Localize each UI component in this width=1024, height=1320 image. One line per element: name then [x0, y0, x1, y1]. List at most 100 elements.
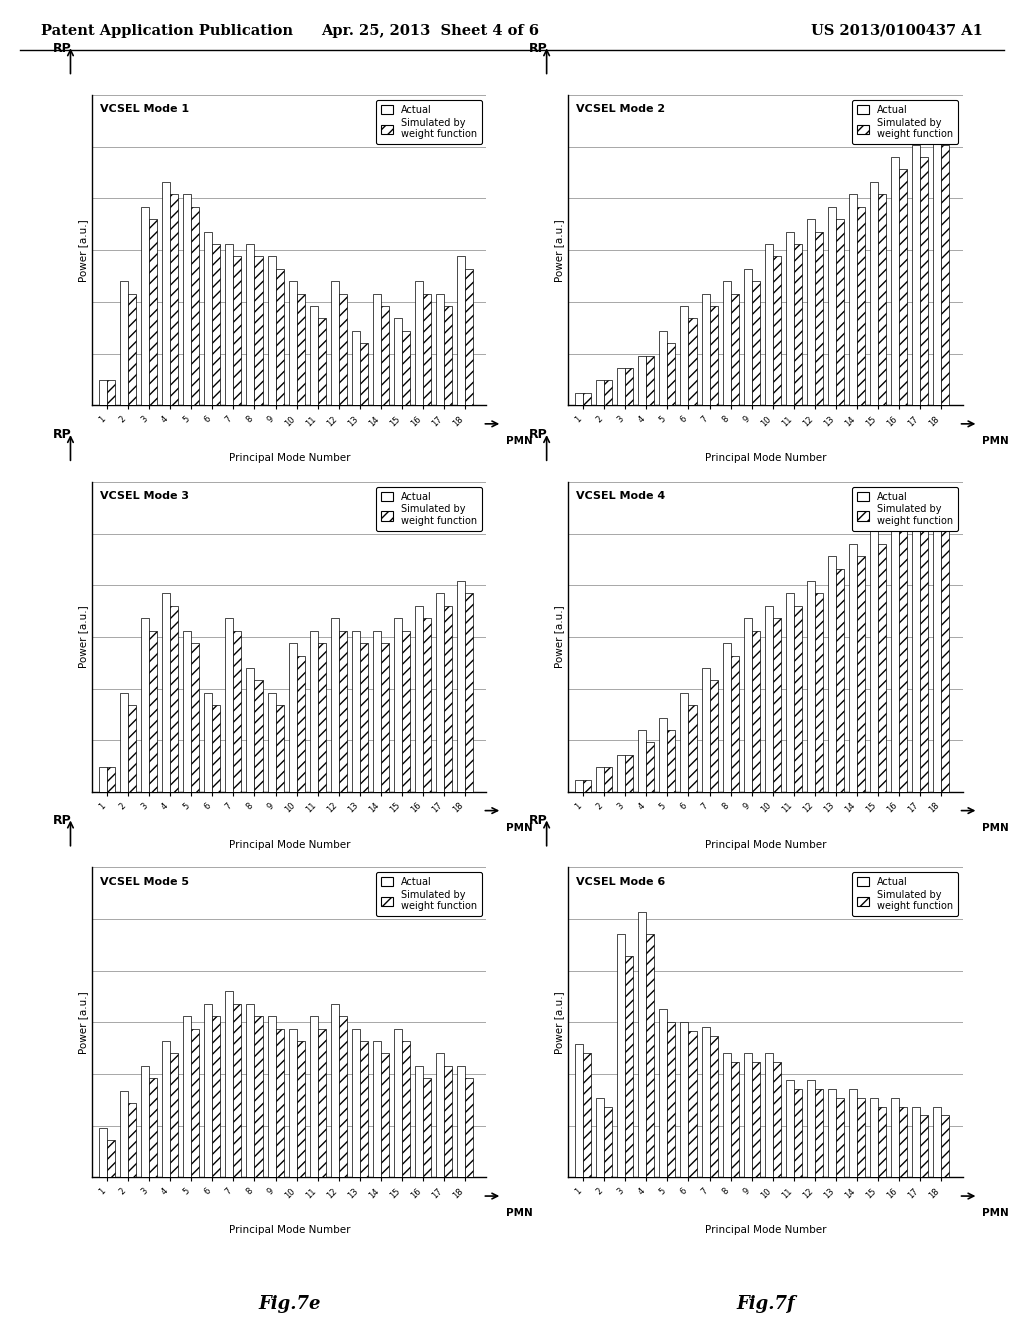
- X-axis label: Principal Mode Number: Principal Mode Number: [705, 453, 826, 463]
- Bar: [247, 1003, 255, 1177]
- Bar: [212, 1016, 220, 1177]
- Bar: [150, 1078, 157, 1177]
- Bar: [646, 355, 654, 405]
- Bar: [701, 1027, 710, 1177]
- Bar: [659, 718, 668, 792]
- Bar: [183, 631, 191, 792]
- Bar: [743, 1053, 752, 1177]
- Bar: [731, 1063, 738, 1177]
- Bar: [352, 1028, 359, 1177]
- Text: Fig.7d: Fig.7d: [733, 909, 798, 928]
- Text: Fig.7b: Fig.7b: [733, 523, 798, 541]
- Bar: [807, 581, 815, 792]
- Legend: Actual, Simulated by
weight function: Actual, Simulated by weight function: [376, 487, 481, 531]
- Bar: [575, 780, 583, 792]
- X-axis label: Principal Mode Number: Principal Mode Number: [705, 1225, 826, 1236]
- Bar: [359, 643, 368, 792]
- Bar: [317, 318, 326, 405]
- Bar: [659, 331, 668, 405]
- Bar: [394, 318, 402, 405]
- Bar: [423, 618, 431, 792]
- Bar: [183, 194, 191, 405]
- Bar: [233, 631, 242, 792]
- Bar: [255, 1016, 262, 1177]
- Bar: [870, 532, 879, 792]
- Bar: [309, 306, 317, 405]
- Bar: [921, 519, 929, 792]
- Bar: [638, 355, 646, 405]
- Bar: [106, 767, 115, 792]
- Bar: [309, 631, 317, 792]
- Bar: [681, 306, 688, 405]
- Bar: [212, 705, 220, 792]
- Bar: [870, 182, 879, 405]
- Bar: [765, 606, 773, 792]
- Bar: [575, 393, 583, 405]
- Bar: [773, 618, 781, 792]
- Bar: [899, 169, 907, 405]
- Bar: [879, 544, 886, 792]
- Bar: [794, 1089, 802, 1177]
- Bar: [436, 1053, 444, 1177]
- Bar: [912, 1106, 921, 1177]
- Legend: Actual, Simulated by
weight function: Actual, Simulated by weight function: [852, 487, 957, 531]
- Bar: [849, 1089, 857, 1177]
- Bar: [604, 767, 612, 792]
- Bar: [626, 755, 633, 792]
- X-axis label: Principal Mode Number: Principal Mode Number: [228, 840, 350, 850]
- Bar: [828, 556, 836, 792]
- Bar: [205, 693, 212, 792]
- Bar: [773, 256, 781, 405]
- Bar: [128, 293, 136, 405]
- Y-axis label: Power [a.u.]: Power [a.u.]: [554, 606, 564, 668]
- Bar: [205, 1003, 212, 1177]
- Bar: [596, 767, 604, 792]
- Bar: [899, 1106, 907, 1177]
- Bar: [794, 606, 802, 792]
- Bar: [444, 1065, 453, 1177]
- Bar: [794, 244, 802, 405]
- Bar: [681, 693, 688, 792]
- Bar: [233, 1003, 242, 1177]
- Text: RP: RP: [52, 429, 72, 441]
- Bar: [289, 281, 297, 405]
- Bar: [912, 145, 921, 405]
- Bar: [646, 933, 654, 1177]
- Bar: [120, 1090, 128, 1177]
- Bar: [191, 643, 200, 792]
- Bar: [205, 231, 212, 405]
- Bar: [857, 1098, 865, 1177]
- Bar: [402, 1041, 410, 1177]
- Bar: [659, 1008, 668, 1177]
- Bar: [668, 1022, 676, 1177]
- X-axis label: Principal Mode Number: Principal Mode Number: [228, 1225, 350, 1236]
- Bar: [297, 656, 305, 792]
- Bar: [359, 1041, 368, 1177]
- Bar: [815, 1089, 823, 1177]
- Text: PMN: PMN: [506, 1209, 532, 1218]
- Text: PMN: PMN: [982, 437, 1009, 446]
- Bar: [381, 1053, 389, 1177]
- Bar: [836, 219, 844, 405]
- Bar: [668, 343, 676, 405]
- Text: RP: RP: [529, 814, 548, 826]
- Bar: [289, 643, 297, 792]
- Bar: [331, 618, 339, 792]
- Bar: [99, 380, 106, 405]
- Bar: [141, 1065, 150, 1177]
- Bar: [191, 207, 200, 405]
- Bar: [604, 1106, 612, 1177]
- Bar: [267, 256, 275, 405]
- Text: PMN: PMN: [506, 824, 532, 833]
- Bar: [773, 1063, 781, 1177]
- Bar: [891, 157, 899, 405]
- Bar: [120, 693, 128, 792]
- Bar: [710, 680, 718, 792]
- Bar: [423, 1078, 431, 1177]
- Bar: [170, 606, 178, 792]
- Bar: [444, 306, 453, 405]
- Bar: [402, 331, 410, 405]
- Y-axis label: Power [a.u.]: Power [a.u.]: [554, 991, 564, 1053]
- Bar: [646, 742, 654, 792]
- Bar: [638, 730, 646, 792]
